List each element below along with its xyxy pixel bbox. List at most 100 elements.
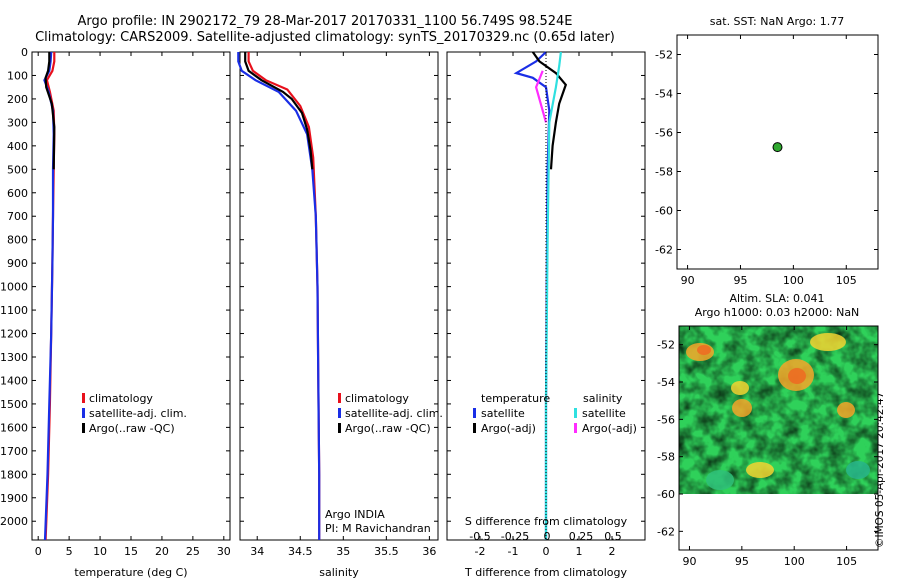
sla_map-frame xyxy=(678,325,879,551)
sst_map-y-tick-label: -56 xyxy=(655,127,673,140)
s-difference-tick: -0.25 xyxy=(501,530,529,543)
temperature-x-tick-label: 5 xyxy=(66,545,73,558)
difference-plot: -2 -1 0 1 2 T difference from climatology temp… xyxy=(446,51,646,579)
temperature-frame xyxy=(31,51,231,541)
sst_map-y-tick-label: -54 xyxy=(655,88,673,101)
sst_map-x-tick-label: 100 xyxy=(783,274,804,287)
s-difference-label: S difference from climatology xyxy=(465,515,628,528)
figure-title-line-1: Argo profile: IN 2902172_79 28-Mar-2017 … xyxy=(77,14,573,29)
sla-anomaly-patch xyxy=(810,333,846,351)
depth-tick-label: 700 xyxy=(7,210,28,223)
differences-x-tick-label: 0 xyxy=(543,545,550,558)
salinity-legend-swatch xyxy=(338,423,341,433)
salinity-frame xyxy=(239,51,439,541)
depth-tick-label: 400 xyxy=(7,140,28,153)
differences-x-tick-label: 2 xyxy=(609,545,616,558)
diff-legend-label: satellite xyxy=(582,407,626,420)
salinity-x-tick-label: 34.5 xyxy=(288,545,313,558)
salinity-x-axis-label: salinity xyxy=(319,566,359,579)
differences-x-tick-label: -1 xyxy=(508,545,519,558)
differences-series-magenta xyxy=(534,70,548,123)
sla-anomaly-patch xyxy=(732,399,752,417)
differences-series-black xyxy=(531,51,568,170)
s-difference-tick: 0 xyxy=(544,530,551,543)
depth-tick-label: 600 xyxy=(7,187,28,200)
differences-x-axis-label: T difference from climatology xyxy=(464,566,627,579)
temperature-x-tick-label: 30 xyxy=(217,545,231,558)
depth-tick-label: 1100 xyxy=(0,304,28,317)
sla_map-y-tick-label: -52 xyxy=(657,339,675,352)
temperature-plot: 0 5 10 15 20 25 300100200300400500600700800900… xyxy=(0,46,231,579)
s-difference-tick: -0.5 xyxy=(469,530,490,543)
sst_map-x-tick-label: 90 xyxy=(681,274,695,287)
temperature-x-tick-label: 0 xyxy=(35,545,42,558)
depth-tick-label: 1700 xyxy=(0,445,28,458)
differences-x-tick-label: -2 xyxy=(475,545,486,558)
sst_map-y-tick-label: -58 xyxy=(655,166,673,179)
diff-legend-label: satellite xyxy=(481,407,525,420)
sst_map-frame xyxy=(676,34,879,270)
temperature-legend-swatch xyxy=(82,393,85,403)
differences-x-tick-label: 1 xyxy=(576,545,583,558)
temperature-legend-swatch xyxy=(82,423,85,433)
sla-anomaly-patch xyxy=(706,470,734,490)
depth-tick-label: 900 xyxy=(7,257,28,270)
sst-map: 90 95 100 105 -52 -54 -56 -58 -60 -62 sat. SST: Na… xyxy=(655,15,879,287)
s-difference-tick: 0.5 xyxy=(604,530,622,543)
depth-tick-label: 1500 xyxy=(0,398,28,411)
sst_map-y-tick-label: -52 xyxy=(655,49,673,62)
sla_map-x-tick-label: 105 xyxy=(836,555,857,568)
sla-anomaly-patch xyxy=(746,462,774,478)
diff-legend-swatch xyxy=(473,408,476,418)
temperature-legend-label: climatology xyxy=(89,392,153,405)
salinity-legend-label: satellite-adj. clim. xyxy=(345,407,443,420)
differences-series-blue xyxy=(513,51,551,540)
sst_map-x-tick-label: 105 xyxy=(836,274,857,287)
sla_map-x-tick-label: 100 xyxy=(784,555,805,568)
sla-anomaly-patch xyxy=(731,381,749,395)
sst_map-y-tick-label: -60 xyxy=(655,205,673,218)
sla_map-x-tick-label: 95 xyxy=(735,555,749,568)
sla_map-y-tick-label: -54 xyxy=(657,376,675,389)
salinity-legend-label: climatology xyxy=(345,392,409,405)
depth-tick-label: 1600 xyxy=(0,421,28,434)
temperature-x-tick-label: 10 xyxy=(93,545,107,558)
sla_map-y-tick-label: -58 xyxy=(657,451,675,464)
depth-tick-label: 1300 xyxy=(0,351,28,364)
temperature-x-tick-label: 15 xyxy=(124,545,138,558)
salinity-x-tick-label: 34 xyxy=(250,545,264,558)
sla-anomaly-patch xyxy=(697,345,711,355)
diff-legend-label: Argo(-adj) xyxy=(582,422,637,435)
s-difference-tick: 0.25 xyxy=(569,530,594,543)
depth-tick-label: 500 xyxy=(7,163,28,176)
depth-tick-label: 0 xyxy=(21,46,28,59)
depth-tick-label: 1200 xyxy=(0,328,28,341)
sla-anomaly-patch xyxy=(846,461,870,479)
depth-tick-label: 1000 xyxy=(0,281,28,294)
sla-heatmap xyxy=(679,326,878,494)
diff-legend-swatch xyxy=(473,423,476,433)
diff-legend-swatch xyxy=(574,408,577,418)
legend-header-temperature: temperature xyxy=(481,392,550,405)
figure-title-line-2: Climatology: CARS2009. Satellite-adjuste… xyxy=(35,30,615,45)
argo-position-marker xyxy=(772,142,783,153)
diff-legend-swatch xyxy=(574,423,577,433)
temperature-x-tick-label: 20 xyxy=(155,545,169,558)
depth-tick-label: 300 xyxy=(7,116,28,129)
diff-legend-label: Argo(-adj) xyxy=(481,422,536,435)
sst-map-title: sat. SST: NaN Argo: 1.77 xyxy=(710,15,844,28)
depth-tick-label: 2000 xyxy=(0,515,28,528)
salinity-legend-label: Argo(..raw -QC) xyxy=(345,422,431,435)
depth-tick-label: 800 xyxy=(7,234,28,247)
sla-map-title-line-2: Argo h1000: 0.03 h2000: NaN xyxy=(695,306,860,319)
sla_map-y-tick-label: -60 xyxy=(657,488,675,501)
sla-anomaly-patch xyxy=(837,402,855,418)
depth-tick-label: 200 xyxy=(7,93,28,106)
temperature-legend-swatch xyxy=(82,408,85,418)
salinity-x-tick-label: 36 xyxy=(422,545,436,558)
salinity-series-red xyxy=(247,52,321,540)
depth-tick-label: 1900 xyxy=(0,492,28,505)
float-pi-annotation: PI: M Ravichandran xyxy=(325,522,431,535)
salinity-x-tick-label: 35 xyxy=(336,545,350,558)
